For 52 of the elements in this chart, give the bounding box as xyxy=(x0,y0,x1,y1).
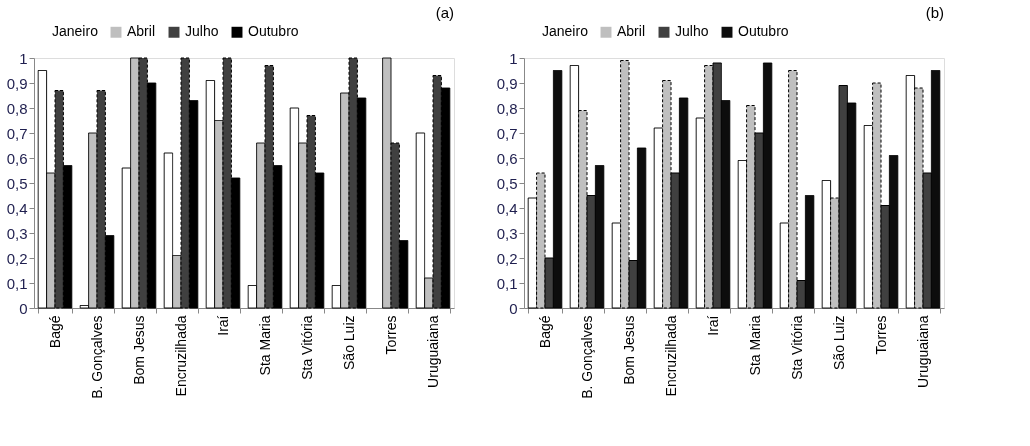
legend-label: Outubro xyxy=(738,23,789,40)
series-label: Janeiro xyxy=(542,23,589,40)
x-tick-label: Encruzilhada xyxy=(662,315,679,397)
y-tick-label: 1 xyxy=(19,49,28,67)
x-tick-label: São Luiz xyxy=(340,315,357,370)
legend-label: Julho xyxy=(185,23,219,40)
y-tick-label: 0,5 xyxy=(6,174,28,192)
y-tick-label: 0,2 xyxy=(6,249,28,267)
y-tick-label: 0 xyxy=(509,299,518,317)
x-tick-label: Torres xyxy=(872,315,889,355)
x-tick-label: Bagé xyxy=(536,315,553,349)
x-tick-label: Sta Vitória xyxy=(788,315,805,380)
legend-label: Julho xyxy=(675,23,709,40)
y-tick-label: 0,2 xyxy=(496,249,518,267)
x-tick-label: Torres xyxy=(382,315,399,355)
y-tick-label: 0,1 xyxy=(496,274,518,292)
y-tick-label: 0,8 xyxy=(6,99,28,117)
y-tick-label: 0,9 xyxy=(496,74,518,92)
y-tick-label: 0,6 xyxy=(496,149,518,167)
y-tick-label: 0,4 xyxy=(496,199,518,217)
y-tick-label: 0,1 xyxy=(6,274,28,292)
x-tick-label: B. Gonçalves xyxy=(578,315,595,399)
y-tick-label: 0,8 xyxy=(496,99,518,117)
y-tick-label: 0,5 xyxy=(496,174,518,192)
legend-label: Abril xyxy=(617,23,646,40)
x-tick-label: São Luiz xyxy=(830,315,847,370)
y-tick-label: 0 xyxy=(19,299,28,317)
x-tick-label: Uruguaiana xyxy=(914,315,931,388)
x-tick-label: Bagé xyxy=(46,315,63,349)
legend-label: Abril xyxy=(127,23,156,40)
y-tick-label: 0,4 xyxy=(6,199,28,217)
x-tick-label: Iraí xyxy=(704,315,721,336)
text: Janeiro xyxy=(52,23,99,40)
x-tick-label: Bom Jesus xyxy=(130,315,147,385)
x-tick-label: Iraí xyxy=(214,315,231,336)
x-tick-label: Sta Maria xyxy=(746,315,763,376)
x-tick-label: Bom Jesus xyxy=(620,315,637,385)
chart-title: (a) xyxy=(435,4,454,21)
y-tick-label: 1 xyxy=(509,49,518,67)
y-tick-label: 0,3 xyxy=(6,224,28,242)
legend-label: Outubro xyxy=(248,23,299,40)
y-tick-label: 0,6 xyxy=(6,149,28,167)
chart-title: (b) xyxy=(925,4,944,21)
y-tick-label: 0,9 xyxy=(6,74,28,92)
y-tick-label: 0,7 xyxy=(496,124,518,142)
y-tick-label: 0,7 xyxy=(6,124,28,142)
y-tick-label: 0,3 xyxy=(496,224,518,242)
x-tick-label: Sta Vitória xyxy=(298,315,315,380)
x-tick-label: Encruzilhada xyxy=(172,315,189,397)
x-tick-label: B. Gonçalves xyxy=(88,315,105,399)
x-tick-label: Sta Maria xyxy=(256,315,273,376)
x-tick-label: Uruguaiana xyxy=(424,315,441,388)
